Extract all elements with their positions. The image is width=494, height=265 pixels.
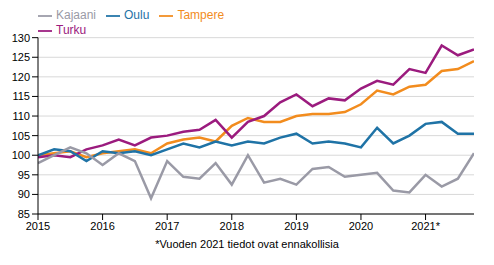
html-text:*Vuoden 2021 tiedot ovat ennak: *Vuoden 2021 tiedot ovat ennakollisia: [155, 238, 339, 250]
html-text:Tampere: Tampere: [177, 8, 225, 22]
svg-text:2021*: 2021*: [411, 220, 440, 232]
svg-text:2016: 2016: [90, 220, 114, 232]
svg-text:95: 95: [18, 169, 30, 181]
svg-text:2020: 2020: [349, 220, 373, 232]
svg-text:90: 90: [18, 188, 30, 200]
svg-text:85: 85: [18, 208, 30, 220]
svg-text:2018: 2018: [220, 220, 244, 232]
svg-text:130: 130: [12, 32, 30, 44]
svg-text:105: 105: [12, 130, 30, 142]
svg-text:120: 120: [12, 71, 30, 83]
svg-text:110: 110: [12, 110, 30, 122]
svg-text:125: 125: [12, 51, 30, 63]
svg-text:100: 100: [12, 149, 30, 161]
svg-text:2017: 2017: [155, 220, 179, 232]
svg-text:2019: 2019: [284, 220, 308, 232]
html-text:Oulu: Oulu: [124, 8, 150, 22]
svg-text:2015: 2015: [26, 220, 50, 232]
html-text:Turku: Turku: [56, 22, 87, 37]
html-text:Kajaani: Kajaani: [56, 8, 96, 22]
svg-text:115: 115: [12, 90, 30, 102]
